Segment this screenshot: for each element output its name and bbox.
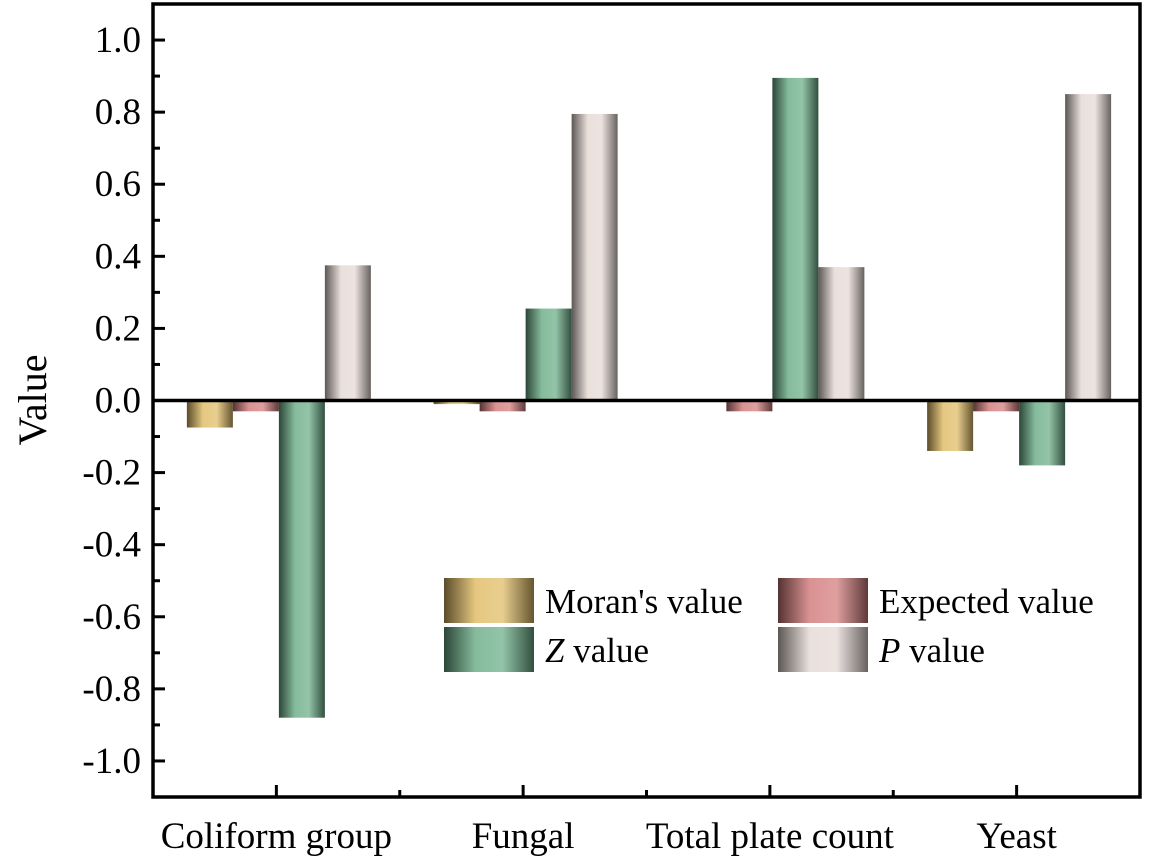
y-tick-label: 0.8 — [95, 92, 141, 133]
y-tick-label: 0.6 — [95, 164, 141, 205]
bar — [479, 400, 526, 412]
bar — [927, 400, 974, 451]
y-tick-label: -0.8 — [82, 669, 141, 710]
legend-label-text: Moran's value — [545, 582, 743, 621]
legend-swatch — [778, 627, 868, 672]
y-axis: -1.0 -0.8 -0.6 -0.4 -0.2 0.0 0.2 0.4 0.6 0.8 1.0 — [82, 20, 165, 782]
bar — [525, 308, 572, 401]
bars-group — [186, 77, 1112, 718]
legend-label-text: Expected value — [879, 582, 1094, 621]
legend-label-text: value — [564, 631, 649, 670]
x-axis: Coliform group Fungal Total plate count Yea… — [161, 785, 1058, 857]
y-tick-label: -0.6 — [82, 597, 141, 638]
bar — [772, 77, 819, 401]
y-tick-label: -0.4 — [82, 525, 141, 566]
legend-label: P value — [878, 631, 985, 670]
legend-label-italic: Z — [545, 631, 565, 670]
x-tick-label: Yeast — [976, 816, 1057, 857]
bar — [1065, 94, 1112, 401]
legend-swatch — [444, 627, 534, 672]
x-tick-label: Fungal — [472, 816, 575, 857]
x-tick-label: Total plate count — [646, 816, 895, 857]
x-tick-label: Coliform group — [161, 816, 392, 857]
legend-label-italic: P — [878, 631, 900, 670]
y-tick-label: 1.0 — [95, 20, 141, 61]
bar — [324, 265, 371, 401]
legend-label: Expected value — [879, 582, 1094, 621]
legend-label: Moran's value — [545, 582, 743, 621]
bar — [278, 400, 325, 718]
bar — [818, 267, 865, 401]
y-axis-title: Value — [10, 354, 55, 445]
legend-label: Z value — [545, 631, 649, 670]
y-tick-label: 0.2 — [95, 308, 141, 349]
y-tick-label: 0.4 — [95, 236, 141, 277]
bar — [726, 400, 773, 412]
legend-swatch — [778, 578, 868, 623]
legend-label-text: value — [900, 631, 985, 670]
y-tick-label: 0.0 — [95, 381, 141, 422]
y-tick-label: -1.0 — [82, 741, 141, 782]
bar — [973, 400, 1020, 412]
bar — [1019, 400, 1066, 466]
y-tick-label: -0.2 — [82, 453, 141, 494]
bar — [186, 400, 233, 428]
legend-swatch — [444, 578, 534, 623]
bar — [571, 113, 618, 401]
bar — [433, 400, 480, 405]
plot-frame — [151, 2, 1142, 799]
bar — [232, 400, 279, 412]
